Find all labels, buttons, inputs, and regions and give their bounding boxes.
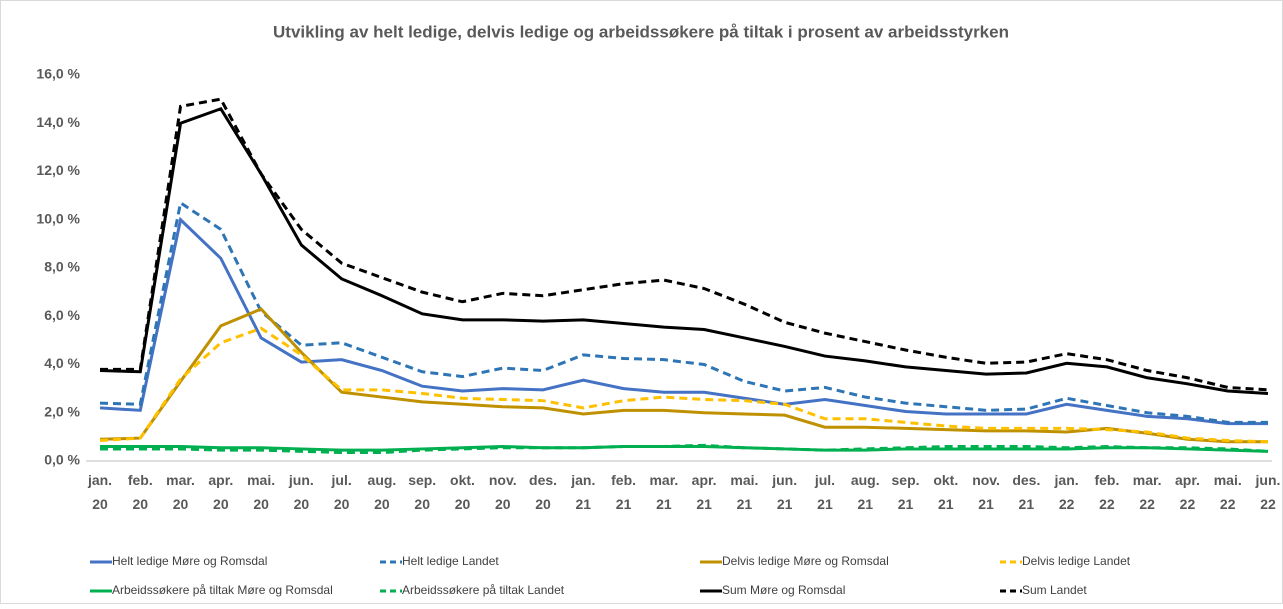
legend-label: Sum Møre og Romsdal	[722, 583, 845, 597]
x-tick-label: aug. 20	[368, 472, 397, 512]
y-tick-label: 16,0 %	[36, 66, 80, 82]
x-tick-label: jun. 20	[288, 472, 314, 512]
legend-label: Arbeidssøkere på tiltak Landet	[402, 583, 565, 597]
legend-label: Helt ledige Landet	[402, 554, 499, 568]
x-tick-label: jul. 20	[331, 472, 352, 512]
series-line	[99, 200, 1268, 424]
x-tick-label: sep. 21	[892, 472, 920, 512]
x-tick-label: des. 21	[1012, 472, 1040, 512]
y-tick-label: 6,0 %	[44, 307, 80, 323]
series-line	[100, 97, 1269, 392]
x-tick-label: apr. 20	[208, 472, 233, 512]
x-tick-label: nov. 21	[972, 472, 1000, 512]
y-tick-label: 14,0 %	[36, 114, 80, 130]
y-tick-label: 10,0 %	[36, 210, 80, 226]
y-tick-label: 12,0 %	[36, 162, 80, 178]
legend-label: Delvis ledige Landet	[1022, 554, 1131, 568]
y-tick-label: 8,0 %	[44, 259, 80, 275]
x-tick-label: mar. 20	[166, 472, 195, 512]
x-tick-label: mai. 21	[730, 472, 758, 512]
legend-label: Helt ledige Møre og Romsdal	[112, 554, 267, 568]
x-tick-label: feb. 22	[1094, 472, 1119, 512]
y-tick-label: 2,0 %	[44, 403, 80, 419]
x-tick-label: des. 20	[529, 472, 557, 512]
series-line	[100, 445, 1269, 453]
x-tick-label: mar. 22	[1133, 472, 1162, 512]
x-tick-label: okt. 21	[933, 472, 958, 512]
x-tick-label: jan. 20	[87, 472, 112, 512]
chart-title: Utvikling av helt ledige, delvis ledige …	[273, 22, 1009, 41]
legend-label: Arbeidssøkere på tiltak Møre og Romsdal	[112, 583, 333, 597]
x-tick-label: apr. 22	[1175, 472, 1200, 512]
series-line	[99, 326, 1269, 444]
legend-label: Delvis ledige Møre og Romsdal	[722, 554, 889, 568]
y-tick-label: 0,0 %	[44, 452, 80, 468]
x-tick-label: aug. 21	[851, 472, 880, 512]
x-tick-label: feb. 21	[611, 472, 636, 512]
x-tick-label: jun. 21	[771, 472, 797, 512]
x-tick-label: jun. 22	[1255, 472, 1281, 512]
x-tick-label: feb. 20	[128, 472, 153, 512]
x-tick-label: sep. 20	[408, 472, 436, 512]
x-tick-label: jul. 21	[814, 472, 835, 512]
legend-label: Sum Landet	[1022, 583, 1087, 597]
x-tick-label: jan. 22	[1054, 472, 1079, 512]
x-tick-label: mar. 21	[649, 472, 678, 512]
series-line	[99, 307, 1268, 444]
x-tick-label: mai. 22	[1214, 472, 1242, 512]
series-line	[99, 216, 1268, 426]
x-tick-label: mai. 20	[247, 472, 275, 512]
x-tick-label: apr. 21	[692, 472, 717, 512]
x-tick-label: nov. 20	[489, 472, 517, 512]
y-tick-label: 4,0 %	[44, 355, 80, 371]
series-line	[99, 106, 1269, 395]
x-tick-label: okt. 20	[450, 472, 475, 512]
x-tick-label: jan. 21	[570, 472, 595, 512]
